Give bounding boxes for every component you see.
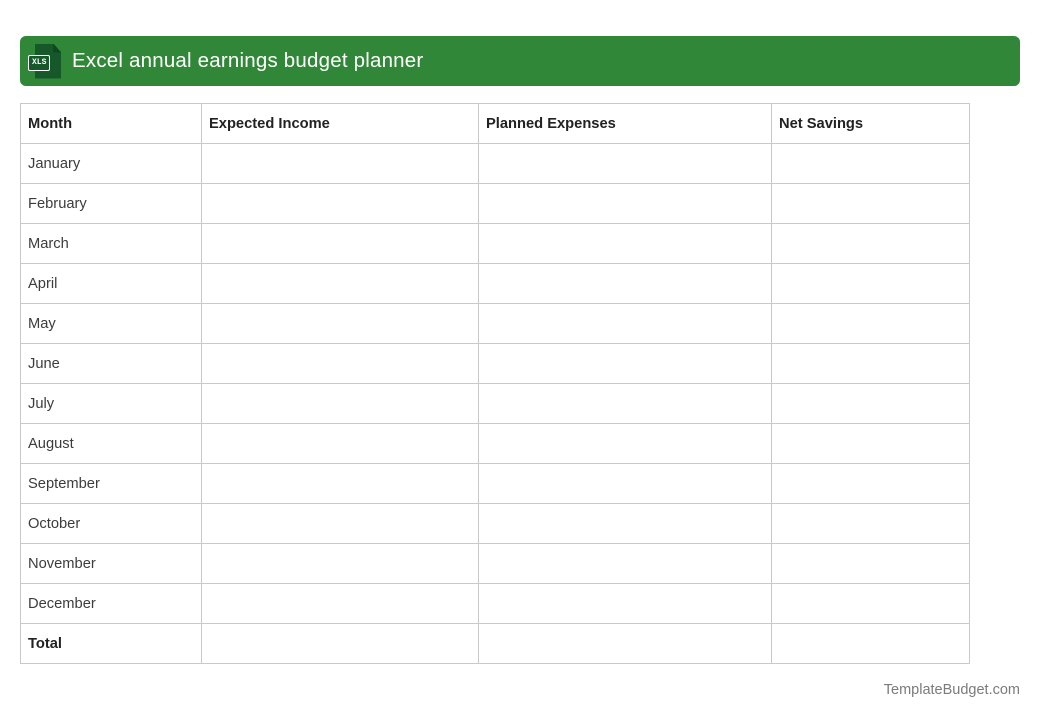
savings-cell [771, 503, 970, 544]
month-cell: June [20, 343, 202, 384]
month-cell: May [20, 303, 202, 344]
income-cell [201, 503, 479, 544]
expenses-cell [478, 423, 772, 464]
income-cell [201, 303, 479, 344]
footer-credit: TemplateBudget.com [883, 682, 1020, 698]
month-cell: August [20, 423, 202, 464]
savings-cell [771, 423, 970, 464]
expenses-cell [478, 263, 772, 304]
column-header-expected-income: Expected Income [201, 103, 479, 144]
total-label-cell: Total [20, 623, 202, 664]
savings-cell [771, 343, 970, 384]
income-cell [201, 263, 479, 304]
table-row: June [20, 343, 970, 384]
expenses-cell [478, 543, 772, 584]
xls-file-icon: XLS [28, 43, 61, 79]
header-row: Month Expected Income Planned Expenses N… [20, 103, 970, 144]
savings-cell [771, 143, 970, 184]
table-row: November [20, 543, 970, 584]
income-cell [201, 423, 479, 464]
savings-cell [771, 263, 970, 304]
savings-cell [771, 383, 970, 424]
month-cell: July [20, 383, 202, 424]
income-cell [201, 463, 479, 504]
income-cell [201, 183, 479, 224]
table-row: October [20, 503, 970, 544]
month-cell: February [20, 183, 202, 224]
title-bar: XLS Excel annual earnings budget planner [20, 36, 1020, 86]
expenses-cell [478, 503, 772, 544]
month-cell: September [20, 463, 202, 504]
savings-cell [771, 223, 970, 264]
income-cell [201, 383, 479, 424]
savings-cell [771, 543, 970, 584]
month-cell: January [20, 143, 202, 184]
expenses-cell [478, 463, 772, 504]
budget-table: Month Expected Income Planned Expenses N… [20, 103, 970, 664]
xls-badge: XLS [28, 54, 51, 71]
table-row: September [20, 463, 970, 504]
month-cell: March [20, 223, 202, 264]
savings-cell [771, 623, 970, 664]
expenses-cell [478, 143, 772, 184]
table-row: May [20, 303, 970, 344]
folded-corner [53, 43, 61, 53]
table-row: July [20, 383, 970, 424]
income-cell [201, 223, 479, 264]
expenses-cell [478, 223, 772, 264]
expenses-cell [478, 623, 772, 664]
income-cell [201, 623, 479, 664]
expenses-cell [478, 383, 772, 424]
expenses-cell [478, 183, 772, 224]
column-header-planned-expenses: Planned Expenses [478, 103, 772, 144]
income-cell [201, 343, 479, 384]
column-header-net-savings: Net Savings [771, 103, 970, 144]
month-cell: November [20, 543, 202, 584]
table-row: January [20, 143, 970, 184]
table-row: March [20, 223, 970, 264]
income-cell [201, 583, 479, 624]
income-cell [201, 543, 479, 584]
savings-cell [771, 183, 970, 224]
expenses-cell [478, 303, 772, 344]
savings-cell [771, 463, 970, 504]
month-cell: December [20, 583, 202, 624]
total-row: Total [20, 623, 970, 664]
expenses-cell [478, 343, 772, 384]
savings-cell [771, 583, 970, 624]
table-row: February [20, 183, 970, 224]
column-header-month: Month [20, 103, 202, 144]
savings-cell [771, 303, 970, 344]
table-row: August [20, 423, 970, 464]
expenses-cell [478, 583, 772, 624]
income-cell [201, 143, 479, 184]
month-cell: April [20, 263, 202, 304]
table-row: December [20, 583, 970, 624]
month-cell: October [20, 503, 202, 544]
page-title: Excel annual earnings budget planner [72, 49, 424, 72]
table-row: April [20, 263, 970, 304]
